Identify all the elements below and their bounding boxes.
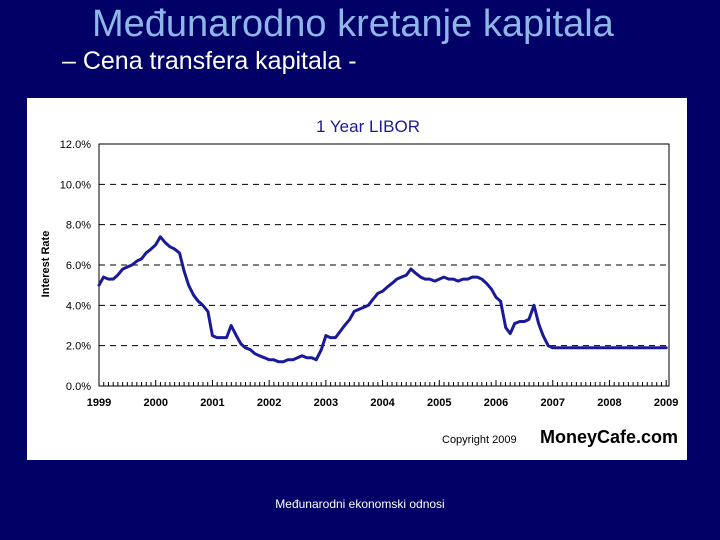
copyright-label: Copyright 2009 — [442, 434, 517, 446]
y-tick-label: 2.0% — [66, 341, 91, 353]
chart-panel: 1 Year LIBOR Interest Rate 0.0% 2.0% 4.0% 6… — [27, 98, 687, 460]
grid-layer — [99, 183, 669, 347]
series-line-0 — [97, 235, 668, 364]
x-tick-label: 2006 — [484, 397, 508, 409]
x-tick-label: 2004 — [370, 397, 395, 409]
slide-subtitle: – Cena transfera kapitala - — [62, 47, 357, 75]
x-tick-label: 2007 — [540, 397, 564, 409]
x-tick-label: 2005 — [427, 397, 451, 409]
x-tick-label: 2009 — [654, 397, 678, 409]
x-tick-label: 2008 — [597, 397, 621, 409]
y-tick-label: 0.0% — [66, 381, 91, 393]
y-tick-label: 4.0% — [66, 300, 91, 312]
y-tick-label: 6.0% — [66, 260, 91, 272]
x-tick-label: 2003 — [314, 397, 338, 409]
libor-line-chart: 1 Year LIBOR Interest Rate 0.0% 2.0% 4.0% 6… — [40, 117, 679, 447]
y-tick-label: 8.0% — [66, 220, 91, 232]
chart-title: 1 Year LIBOR — [316, 117, 420, 136]
brand-label: MoneyCafe.com — [540, 427, 678, 447]
y-tick-label: 10.0% — [60, 179, 91, 191]
slide-title: Međunarodno kretanje kapitala — [92, 3, 614, 45]
tick-layer: 0.0% 2.0% 4.0% 6.0% 8.0% 10.0% 12.0% 1999 2000 20… — [60, 139, 679, 409]
series-layer — [97, 235, 668, 364]
x-tick-label: 2002 — [257, 397, 281, 409]
x-tick-label: 2000 — [143, 397, 167, 409]
x-tick-label: 1999 — [87, 397, 111, 409]
y-tick-label: 12.0% — [60, 139, 91, 151]
y-axis-label: Interest Rate — [40, 231, 52, 298]
slide-footer: Međunarodni ekonomski odnosi — [275, 497, 445, 511]
x-tick-label: 2001 — [200, 397, 224, 409]
